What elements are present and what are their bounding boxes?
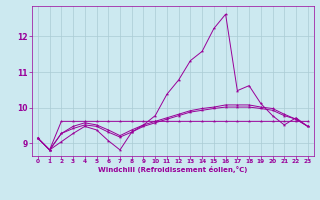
X-axis label: Windchill (Refroidissement éolien,°C): Windchill (Refroidissement éolien,°C) — [98, 166, 247, 173]
